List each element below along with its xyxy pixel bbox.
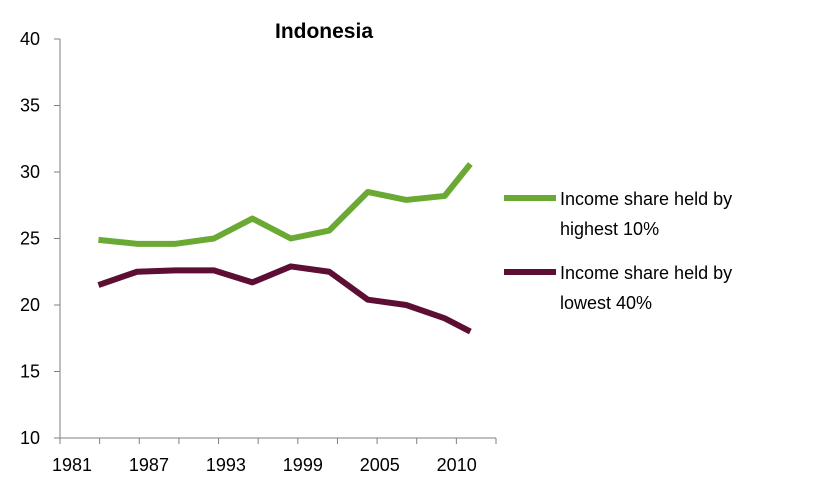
x-tick-label: 2010	[437, 455, 477, 475]
x-tick-label: 1993	[206, 455, 246, 475]
y-tick-label: 20	[20, 295, 40, 315]
series-line-2	[97, 263, 472, 335]
y-tick-label: 15	[20, 362, 40, 382]
legend-label-2: Income share held by lowest 40%	[560, 263, 732, 313]
series-line-1	[98, 162, 473, 247]
series-layer	[97, 162, 473, 335]
axes: 10 15 20 25 30 35 40 1981 1987 1993 1999 2005 2010	[20, 29, 497, 475]
x-tick-label: 1981	[52, 455, 92, 475]
y-tick-label: 10	[20, 428, 40, 448]
x-tick-label: 1987	[129, 455, 169, 475]
y-tick-label: 35	[20, 96, 40, 116]
x-tick-label: 1999	[283, 455, 323, 475]
legend-label-1: Income share held by highest 10%	[560, 189, 732, 239]
y-tick-label: 30	[20, 162, 40, 182]
y-tick-label: 25	[20, 229, 40, 249]
chart-title: Indonesia	[275, 20, 373, 43]
x-tick-label: 2005	[360, 455, 400, 475]
y-tick-label: 40	[20, 29, 40, 49]
legend: Income share held by highest 10% Income sh…	[504, 189, 732, 313]
